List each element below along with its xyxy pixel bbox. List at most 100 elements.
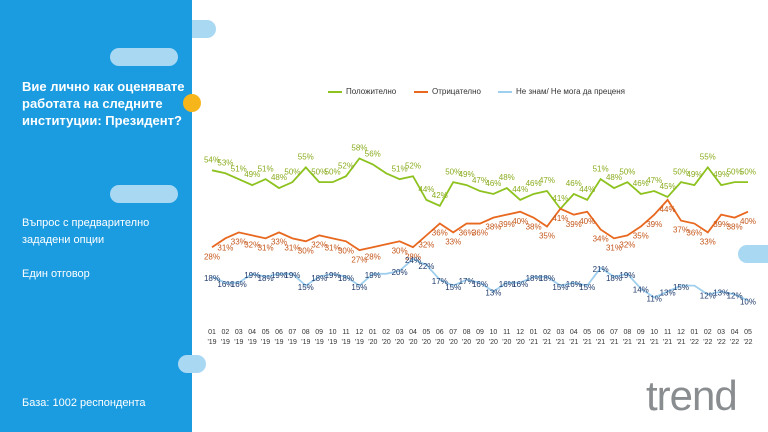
data-label: 19% — [365, 271, 381, 280]
series-line — [211, 198, 749, 252]
slide-title: Вие лично как оценявате работата на след… — [22, 79, 185, 128]
data-label: 40% — [579, 217, 595, 226]
decor-pill — [110, 48, 178, 66]
x-tick-label: 08 '21 — [622, 329, 632, 346]
data-label: 33% — [271, 238, 287, 247]
x-tick-label: 02 '19 — [220, 329, 230, 346]
series-line — [211, 157, 748, 211]
data-label: 49% — [686, 170, 702, 179]
data-label: 53% — [217, 158, 233, 167]
data-label: 44% — [418, 185, 434, 194]
data-label: 28% — [365, 252, 381, 261]
data-label: 46% — [485, 179, 501, 188]
decor-pill — [110, 185, 178, 203]
data-label: 52% — [338, 161, 354, 170]
x-tick-label: 07 '19 — [287, 329, 297, 346]
legend-label: Не знам/ Не мога да преценя — [516, 87, 625, 96]
data-label: 51% — [231, 164, 247, 173]
x-tick-label: 11 '21 — [663, 329, 673, 346]
data-label: 39% — [499, 220, 515, 229]
data-label: 15% — [673, 283, 689, 292]
x-tick-label: 11 '20 — [502, 329, 512, 346]
data-label: 47% — [472, 176, 488, 185]
x-tick-label: 08 '19 — [301, 329, 311, 346]
x-tick-label: 10 '19 — [328, 329, 338, 346]
data-label: 18% — [258, 274, 274, 283]
data-label: 32% — [619, 240, 635, 249]
data-label: 15% — [298, 283, 314, 292]
data-label: 33% — [445, 238, 461, 247]
data-label: 18% — [606, 274, 622, 283]
data-label: 12% — [700, 292, 716, 301]
data-label: 48% — [499, 173, 515, 182]
x-tick-label: 05 '20 — [421, 329, 431, 346]
data-label: 50% — [740, 167, 756, 176]
x-tick-label: 09 '19 — [314, 329, 324, 346]
data-label: 21% — [593, 265, 609, 274]
data-label: 36% — [472, 229, 488, 238]
data-label: 50% — [673, 167, 689, 176]
data-label: 31% — [325, 243, 341, 252]
data-label: 19% — [284, 271, 300, 280]
x-tick-label: 03 '21 — [555, 329, 565, 346]
x-tick-label: 04 '22 — [730, 329, 740, 346]
data-label: 18% — [526, 274, 542, 283]
data-label: 56% — [365, 150, 381, 159]
data-label: 42% — [432, 191, 448, 200]
data-label: 17% — [432, 277, 448, 286]
data-label: 12% — [727, 292, 743, 301]
data-label: 31% — [217, 243, 233, 252]
data-label: 46% — [633, 179, 649, 188]
data-label: 31% — [606, 243, 622, 252]
data-label: 18% — [204, 274, 220, 283]
x-tick-label: 05 '21 — [582, 329, 592, 346]
data-label: 11% — [646, 295, 661, 304]
data-label: 17% — [459, 277, 475, 286]
x-tick-label: 05 '19 — [261, 329, 271, 346]
decor-pill — [178, 355, 206, 373]
data-label: 48% — [271, 173, 287, 182]
x-tick-label: 01 '22 — [689, 329, 699, 346]
data-label: 20% — [392, 268, 408, 277]
x-tick-label: 06 '20 — [435, 329, 445, 346]
data-label: 38% — [485, 223, 501, 232]
logo: trend — [646, 372, 738, 419]
data-label: 31% — [284, 243, 300, 252]
data-label: 16% — [472, 280, 488, 289]
legend-label: Положително — [346, 87, 397, 96]
x-tick-label: 02 '20 — [381, 329, 391, 346]
data-label: 45% — [660, 182, 676, 191]
data-label: 19% — [271, 271, 287, 280]
x-tick-label: 02 '21 — [542, 329, 552, 346]
side-panel — [0, 0, 192, 432]
data-label: 40% — [740, 217, 756, 226]
data-label: 50% — [311, 167, 327, 176]
data-label: 51% — [258, 164, 274, 173]
x-tick-label: 04 '21 — [569, 329, 579, 346]
x-tick-label: 10 '21 — [649, 329, 659, 346]
data-label: 14% — [633, 286, 649, 295]
data-label: 15% — [579, 283, 595, 292]
x-tick-label: 06 '21 — [596, 329, 606, 346]
data-label: 13% — [485, 289, 501, 298]
x-tick-label: 04 '20 — [408, 329, 418, 346]
data-label: 19% — [244, 271, 260, 280]
data-label: 18% — [311, 274, 327, 283]
data-label: 28% — [405, 252, 421, 261]
data-label: 16% — [499, 280, 515, 289]
data-label: 15% — [552, 283, 568, 292]
data-label: 39% — [566, 220, 582, 229]
data-label: 15% — [351, 283, 367, 292]
data-label: 16% — [512, 280, 528, 289]
data-label: 44% — [512, 185, 528, 194]
data-label: 13% — [660, 289, 676, 298]
data-label: 48% — [606, 173, 622, 182]
data-label: 49% — [244, 170, 260, 179]
data-label: 51% — [593, 164, 609, 173]
data-label: 16% — [566, 280, 582, 289]
data-label: 39% — [646, 220, 662, 229]
data-label: 36% — [686, 229, 702, 238]
data-label: 49% — [713, 170, 729, 179]
data-label: 18% — [338, 274, 354, 283]
x-tick-label: 06 '19 — [274, 329, 284, 346]
